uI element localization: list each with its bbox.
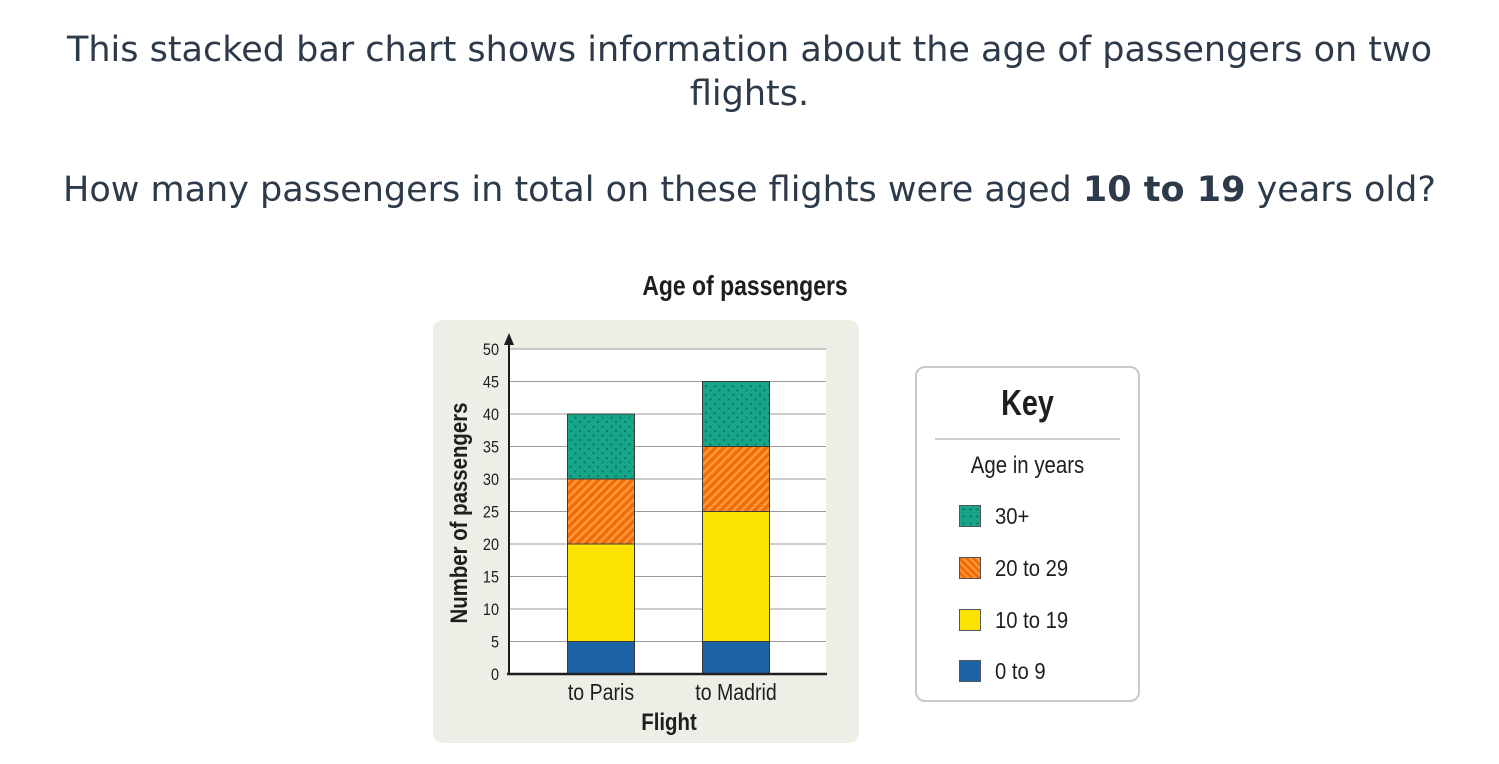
y-tick-label-40: 40	[483, 406, 499, 424]
x-axis-label: Flight	[641, 708, 697, 735]
bar-segment-0-1	[567, 543, 635, 642]
legend-label-30-plus: 30+	[995, 502, 1030, 529]
question-prompt-bold: 10 to 19	[1082, 170, 1246, 210]
legend-swatch-20-29	[959, 557, 981, 579]
question-line-1b: flights.	[689, 74, 810, 114]
legend-item-0-9: 0 to 9	[959, 658, 1053, 684]
y-tick-label-15: 15	[483, 568, 499, 586]
bar-segment-0-0	[567, 641, 635, 675]
y-tick-label-5: 5	[491, 633, 499, 651]
y-tick-label-20: 20	[483, 536, 499, 554]
y-axis-arrow-icon	[504, 333, 514, 345]
legend-label-20-29: 20 to 29	[995, 554, 1069, 581]
y-tick-label-25: 25	[483, 503, 499, 521]
legend-label-0-9: 0 to 9	[995, 657, 1046, 684]
legend-item-20-29: 20 to 29	[959, 555, 1078, 581]
y-tick-labels: 0 5 10 15 20 25 30 35 40 45 50	[483, 341, 499, 684]
question-prompt-start: How many passengers in total on these fl…	[63, 170, 1083, 210]
grid-lines	[509, 348, 826, 642]
stacked-bar-chart: Age of passengers 0 5 10 15 20 25 30 35 40 45 50 t…	[433, 271, 859, 743]
legend-title: Key	[1001, 382, 1054, 423]
legend-swatch-30-plus	[959, 505, 981, 527]
y-tick-label-0: 0	[491, 666, 499, 684]
legend-subtitle: Age in years	[970, 452, 1085, 479]
legend-item-10-19: 10 to 19	[959, 607, 1078, 633]
legend-label-10-19: 10 to 19	[995, 606, 1069, 633]
legend-divider	[935, 438, 1120, 440]
x-tick-label-0: to Paris	[568, 680, 634, 706]
y-tick-label-35: 35	[483, 438, 499, 456]
question-text: This stacked bar chart shows information…	[0, 28, 1499, 116]
bar-segment-0-2	[567, 478, 635, 545]
x-tick-labels: to Paris to Madrid	[568, 680, 777, 706]
bar-segment-1-0	[702, 641, 770, 675]
y-tick-label-50: 50	[483, 341, 499, 359]
y-tick-label-10: 10	[483, 601, 499, 619]
x-tick-label-1: to Madrid	[695, 680, 776, 706]
y-axis-label: Number of passengers	[445, 403, 472, 624]
question-line-1: This stacked bar chart shows information…	[66, 30, 1433, 70]
legend-item-30-plus: 30+	[959, 503, 1034, 529]
legend-box: Key Age in years 30+ 20 to 29 10 to 19 0…	[915, 366, 1140, 702]
bar-segment-0-3	[567, 413, 635, 480]
bars	[567, 381, 770, 675]
question-prompt-end: years old?	[1245, 170, 1436, 210]
legend-swatch-0-9	[959, 660, 981, 682]
y-tick-label-45: 45	[483, 373, 499, 391]
bar-segment-1-3	[702, 381, 770, 447]
bar-segment-1-2	[702, 446, 770, 512]
bar-segment-1-1	[702, 511, 770, 642]
y-tick-label-30: 30	[483, 471, 499, 489]
question-prompt: How many passengers in total on these fl…	[0, 168, 1499, 212]
legend-swatch-10-19	[959, 609, 981, 631]
chart-title: Age of passengers	[642, 271, 847, 302]
